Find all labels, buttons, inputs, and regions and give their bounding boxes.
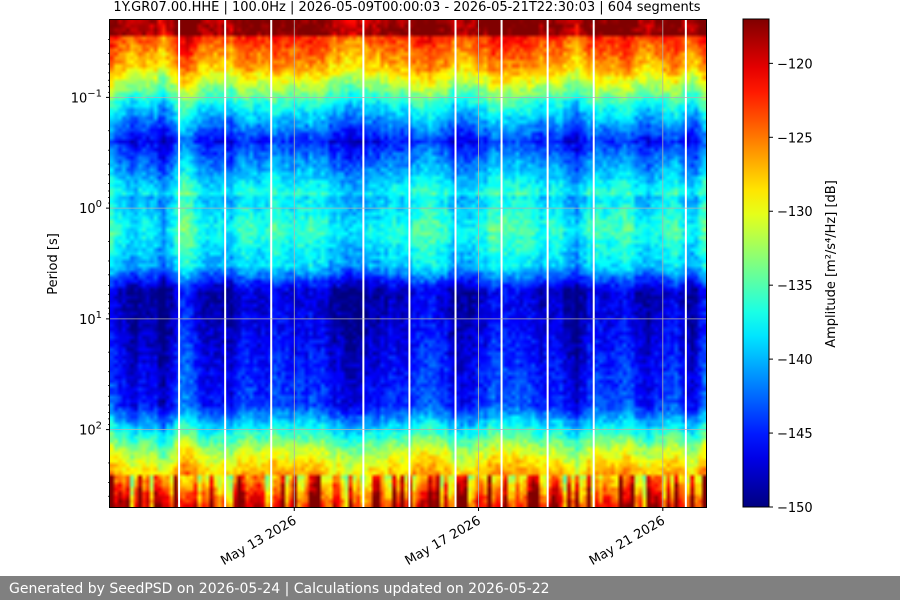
x-tick-label: May 21 2026: [587, 513, 668, 568]
x-axis: May 13 2026 May 17 2026 May 21 2026: [218, 507, 668, 569]
y-axis-label: Period [s]: [46, 233, 61, 295]
colorbar-tick-label: −145: [777, 427, 813, 442]
colorbar-tick-label: −140: [777, 353, 813, 368]
plot-frame: [109, 19, 707, 508]
footer-bar: Generated by SeedPSD on 2026-05-24 | Cal…: [0, 576, 900, 600]
colorbar-tick-label: −120: [777, 57, 813, 72]
colorbar-tick-label: −150: [777, 501, 813, 516]
colorbar-label: Amplitude [m²/s⁴/Hz] [dB]: [824, 180, 839, 348]
colorbar-tick-label: −130: [777, 205, 813, 220]
spectrogram-chart: 1Y.GR07.00.HHE | 100.0Hz | 2026-05-09T00…: [46, 0, 839, 569]
colorbar-scale: [742, 18, 770, 508]
chart-title: 1Y.GR07.00.HHE | 100.0Hz | 2026-05-09T00…: [113, 0, 700, 15]
colorbar-tick-label: −135: [777, 279, 813, 294]
x-tick-label: May 17 2026: [403, 513, 484, 568]
x-tick-label: May 13 2026: [218, 513, 299, 568]
colorbar: −120 −125 −130 −135 −140 −145 −150: [742, 18, 813, 516]
y-tick-label: 102: [79, 421, 102, 439]
grid-lines: [110, 20, 706, 507]
spectrogram-image: [110, 20, 706, 507]
heatmap-area: [110, 20, 706, 507]
y-tick-label: 101: [79, 310, 102, 328]
y-tick-label: 10−1: [71, 88, 102, 106]
data-gaps: [178, 20, 687, 507]
colorbar-tick-label: −125: [777, 131, 813, 146]
y-tick-label: 100: [79, 199, 102, 217]
footer-text: Generated by SeedPSD on 2026-05-24 | Cal…: [9, 581, 550, 597]
y-axis: 10−1 100 101 102: [71, 39, 110, 497]
